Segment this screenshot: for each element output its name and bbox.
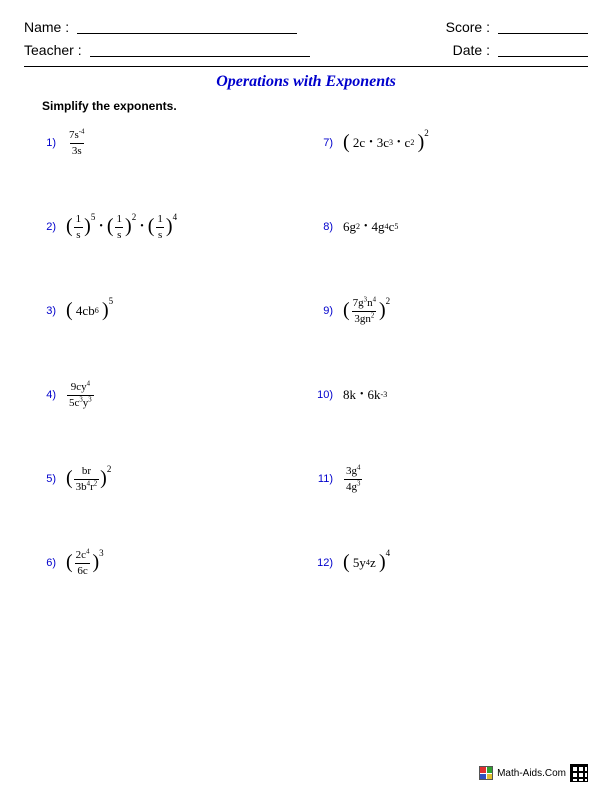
problem-number: 9) (311, 305, 343, 317)
score-label: Score : (446, 19, 490, 35)
worksheet-page: Name : Score : Teacher : Date : Operatio… (0, 0, 612, 792)
date-label: Date : (453, 42, 490, 58)
problem-number: 8) (311, 221, 343, 233)
expression: 9cy4 5c3y3 (66, 381, 95, 408)
teacher-field: Teacher : (24, 41, 310, 58)
expression: 3g4 4g3 (343, 465, 363, 492)
instruction-text: Simplify the exponents. (42, 99, 588, 113)
logo-icon (479, 766, 493, 780)
problem-12: 12) ( 5y4z )4 (311, 543, 578, 583)
problem-1: 1) 7s-4 3s (34, 123, 301, 163)
expression: ( 2c • 3c3 • c2 )2 (343, 135, 429, 151)
date-field: Date : (453, 41, 588, 58)
expression: ( 5y4z )4 (343, 555, 390, 571)
problem-8: 8) 6g2 • 4g4c5 (311, 207, 578, 247)
worksheet-title: Operations with Exponents (24, 73, 588, 91)
problem-number: 6) (34, 557, 66, 569)
problem-2: 2) ( 1s )5 • ( 1s )2 • ( 1s )4 (34, 207, 301, 247)
dot-icon: • (397, 137, 401, 148)
dot-icon: • (364, 221, 368, 232)
problem-3: 3) ( 4cb6 )5 (34, 291, 301, 331)
teacher-blank[interactable] (90, 43, 310, 57)
problem-7: 7) ( 2c • 3c3 • c2 )2 (311, 123, 578, 163)
score-blank[interactable] (498, 20, 588, 34)
problem-number: 10) (311, 389, 343, 401)
dot-icon: • (140, 221, 144, 232)
problem-number: 3) (34, 305, 66, 317)
expression: ( 7g3n4 3gn2 )2 (343, 297, 390, 324)
header-row-1: Name : Score : (24, 18, 588, 35)
site-name: Math-Aids.Com (497, 768, 566, 779)
expression: ( br 3b4r2 )2 (66, 465, 111, 492)
problem-5: 5) ( br 3b4r2 )2 (34, 459, 301, 499)
problem-number: 2) (34, 221, 66, 233)
expression: ( 1s )5 • ( 1s )2 • ( 1s )4 (66, 213, 177, 240)
expression: 7s-4 3s (66, 129, 87, 156)
name-label: Name : (24, 19, 69, 35)
problem-11: 11) 3g4 4g3 (311, 459, 578, 499)
problem-number: 7) (311, 137, 343, 149)
teacher-label: Teacher : (24, 42, 82, 58)
problem-number: 4) (34, 389, 66, 401)
problems-grid: 1) 7s-4 3s 7) ( 2c • 3c3 • c2 )2 (24, 123, 588, 583)
header-row-2: Teacher : Date : (24, 41, 588, 58)
expression: 6g2 • 4g4c5 (343, 219, 398, 235)
footer: Math-Aids.Com (479, 764, 588, 782)
problem-4: 4) 9cy4 5c3y3 (34, 375, 301, 415)
name-field: Name : (24, 18, 297, 35)
expression: 8k • 6k-3 (343, 387, 387, 403)
problem-10: 10) 8k • 6k-3 (311, 375, 578, 415)
dot-icon: • (99, 221, 103, 232)
score-field: Score : (446, 18, 588, 35)
problem-number: 1) (34, 137, 66, 149)
problem-number: 5) (34, 473, 66, 485)
problem-9: 9) ( 7g3n4 3gn2 )2 (311, 291, 578, 331)
fraction: 7s-4 3s (67, 129, 86, 156)
date-blank[interactable] (498, 43, 588, 57)
dot-icon: • (369, 137, 373, 148)
dot-icon: • (360, 389, 364, 400)
problem-number: 11) (311, 473, 343, 485)
header-rule (24, 66, 588, 67)
name-blank[interactable] (77, 20, 297, 34)
problem-number: 12) (311, 557, 343, 569)
expression: ( 4cb6 )5 (66, 303, 113, 319)
qr-icon (570, 764, 588, 782)
expression: ( 2c4 6c )3 (66, 549, 104, 576)
problem-6: 6) ( 2c4 6c )3 (34, 543, 301, 583)
